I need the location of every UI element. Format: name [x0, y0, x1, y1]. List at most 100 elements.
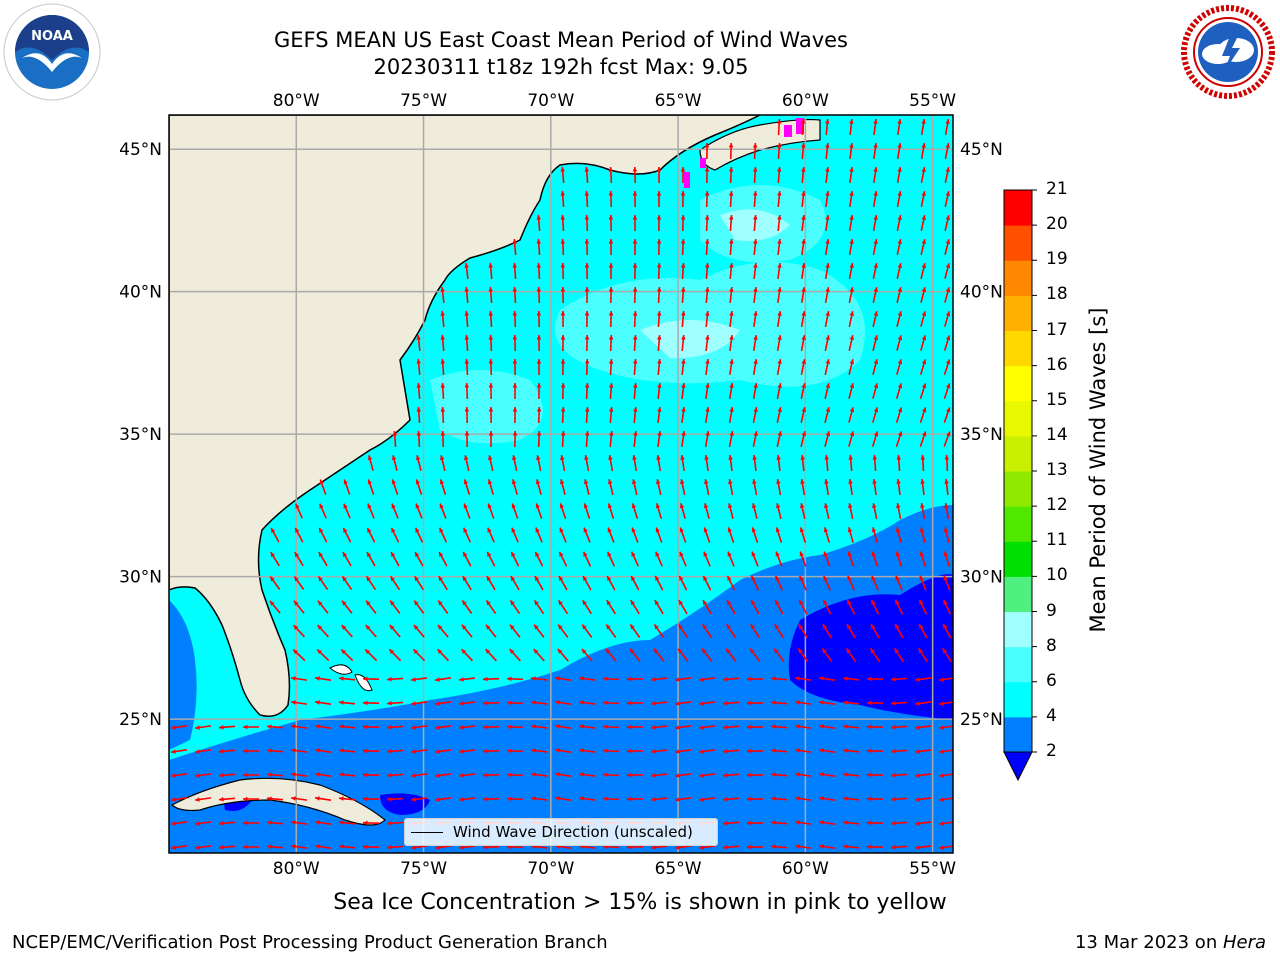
- wind-wave-arrow: [848, 478, 853, 496]
- wind-wave-arrow: [343, 503, 351, 519]
- wind-wave-arrow: [390, 551, 400, 567]
- wind-wave-arrow: [338, 796, 356, 801]
- wind-wave-arrow: [866, 844, 884, 850]
- wind-wave-arrow: [944, 263, 951, 279]
- wind-wave-arrow: [728, 214, 734, 232]
- wind-wave-arrow: [914, 797, 932, 802]
- wind-wave-arrow: [919, 551, 927, 567]
- wind-wave-arrow: [293, 576, 305, 590]
- wind-wave-arrow: [557, 624, 569, 638]
- wind-wave-arrow: [557, 648, 569, 662]
- wind-wave-arrow: [535, 527, 543, 543]
- wind-wave-arrow: [656, 190, 662, 208]
- wind-wave-arrow: [821, 647, 833, 663]
- wind-wave-arrow: [482, 676, 500, 682]
- wind-wave-arrow: [749, 623, 761, 639]
- wind-wave-arrow: [920, 287, 927, 303]
- wind-wave-arrow: [338, 772, 356, 777]
- wind-wave-arrow: [488, 430, 494, 448]
- wind-wave-arrow: [872, 166, 878, 184]
- wind-wave-arrow: [461, 600, 473, 614]
- wind-wave-arrow: [728, 166, 734, 184]
- wind-wave-arrow: [848, 262, 854, 280]
- wind-wave-arrow: [943, 359, 951, 375]
- wind-wave-arrow: [218, 797, 236, 802]
- wind-wave-arrow: [386, 772, 404, 778]
- wind-wave-arrow: [413, 600, 425, 614]
- wind-wave-arrow: [626, 724, 644, 730]
- lat-tick-label-right: 35°N: [960, 425, 1003, 445]
- wind-wave-arrow: [872, 383, 879, 399]
- colorbar-tick-label: 21: [1046, 179, 1068, 199]
- period-under-2-region: [788, 574, 953, 720]
- wind-wave-arrow: [584, 262, 590, 280]
- wind-wave-arrow: [581, 599, 593, 615]
- wind-wave-arrow: [242, 820, 260, 826]
- wind-wave-arrow: [512, 334, 518, 352]
- wind-wave-arrow: [290, 700, 308, 705]
- wind-wave-arrow: [842, 844, 860, 849]
- wind-wave-arrow: [536, 430, 542, 448]
- wind-wave-arrow: [824, 407, 831, 423]
- wind-wave-arrow: [554, 724, 572, 729]
- wind-wave-arrow: [608, 214, 614, 232]
- wind-wave-arrow: [314, 772, 332, 777]
- wind-wave-arrow: [750, 575, 760, 591]
- wind-wave-arrow: [584, 190, 590, 208]
- wind-wave-arrow: [705, 262, 710, 280]
- wind-wave-arrow: [584, 358, 590, 376]
- lat-tick-label-right: 30°N: [960, 568, 1003, 588]
- wind-wave-arrow: [818, 796, 836, 801]
- wind-wave-arrow: [269, 600, 281, 614]
- wind-wave-arrow: [705, 286, 710, 304]
- wind-wave-arrow: [439, 479, 447, 495]
- wind-wave-arrow: [482, 844, 500, 850]
- north-america-land: [169, 115, 761, 717]
- wind-wave-arrow: [535, 503, 543, 519]
- wind-wave-arrow: [746, 748, 764, 754]
- wind-wave-arrow: [554, 772, 572, 777]
- wind-wave-arrow: [914, 845, 932, 850]
- wind-wave-arrow: [463, 455, 470, 471]
- colorbar-segment: [1004, 681, 1032, 718]
- wind-wave-arrow: [794, 676, 812, 681]
- wind-wave-arrow: [746, 796, 764, 802]
- wind-wave-arrow: [698, 701, 716, 706]
- wind-wave-arrow: [896, 239, 902, 255]
- wind-wave-arrow: [608, 454, 614, 472]
- wind-wave-arrow: [365, 575, 377, 591]
- wind-wave-arrow: [626, 700, 644, 706]
- chart-subtitle: 20230311 t18z 192h fcst Max: 9.05: [373, 55, 749, 79]
- wind-wave-arrow: [751, 503, 758, 519]
- wind-wave-arrow: [914, 749, 932, 754]
- lat-tick-label-left: 45°N: [119, 140, 162, 160]
- wind-wave-arrow: [626, 796, 644, 802]
- lon-tick-label-top: 75°W: [400, 91, 447, 111]
- wind-wave-arrow: [584, 382, 590, 400]
- wind-wave-arrow: [391, 479, 399, 495]
- wind-wave-arrow: [872, 454, 878, 472]
- wind-wave-arrow: [294, 551, 304, 567]
- wind-wave-arrow: [818, 772, 836, 777]
- wind-wave-arrow: [799, 527, 807, 543]
- legend-label: Wind Wave Direction (unscaled): [453, 823, 693, 841]
- wind-wave-arrow: [801, 214, 806, 232]
- wind-wave-arrow: [680, 238, 686, 256]
- wind-wave-arrow: [704, 166, 710, 184]
- wind-wave-arrow: [794, 700, 812, 705]
- wind-wave-arrow: [914, 725, 932, 730]
- wind-wave-arrow: [413, 624, 425, 638]
- wind-wave-arrow: [650, 749, 668, 754]
- wind-wave-arrow: [872, 311, 879, 327]
- wind-wave-arrow: [943, 575, 951, 591]
- wind-wave-arrow: [536, 214, 541, 232]
- wind-wave-arrow: [342, 551, 352, 567]
- colorbar-segment: [1004, 260, 1032, 296]
- wind-wave-arrow: [848, 287, 854, 303]
- wind-wave-arrow: [362, 844, 380, 850]
- wind-wave-arrow: [774, 623, 784, 639]
- wind-wave-arrow: [314, 796, 332, 801]
- wind-wave-arrow: [458, 797, 476, 802]
- wind-wave-arrow: [338, 724, 356, 729]
- wind-wave-arrow: [825, 166, 830, 184]
